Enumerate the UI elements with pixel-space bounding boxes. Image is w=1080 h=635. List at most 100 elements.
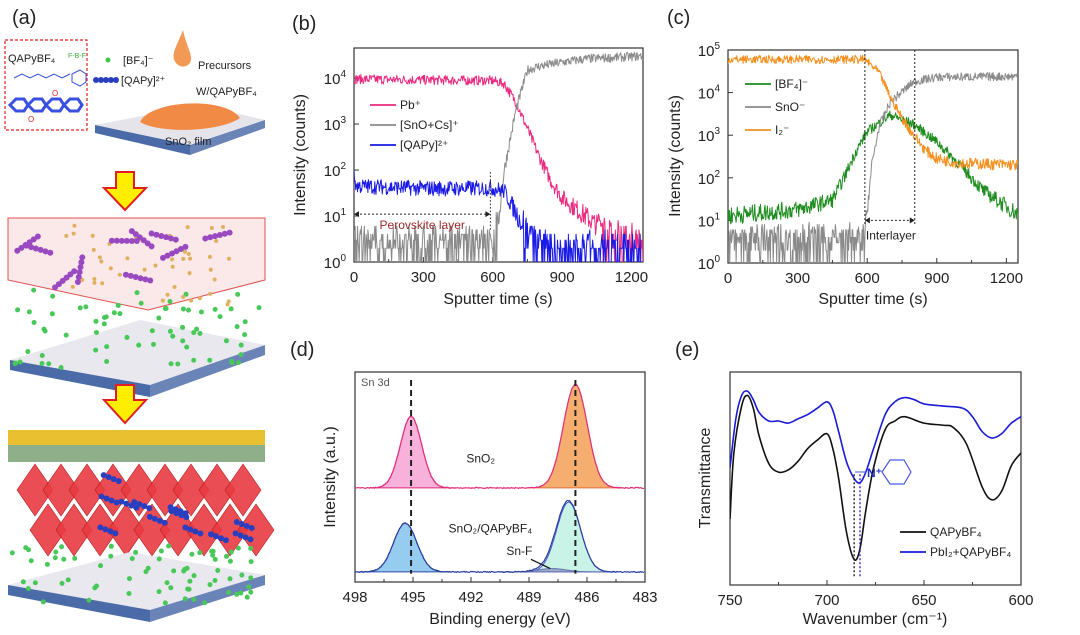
precursor-particle-icon [108,266,113,271]
bf4-ion-icon [227,558,233,564]
y-tick-label: 101 [324,207,347,226]
series-line-2 [354,170,643,262]
bf4-ion-icon [104,359,110,365]
panel-label-e: (e) [675,339,699,361]
qapy-chain-icon [161,519,168,526]
bf4-ion-icon [83,304,89,310]
qapy-chain-icon [113,499,120,506]
qapy-chain-icon [32,245,39,252]
qapy-chain-icon [243,523,250,530]
bf4-ion-icon [170,333,176,339]
precursor-particle-icon [221,225,226,230]
qapy-chain-icon [28,244,35,251]
qapy-chain-icon [187,526,194,533]
bf4-ion-icon [28,558,34,564]
bf4-ion-icon [108,553,114,559]
bf4-ion-icon [238,352,244,358]
y-tick-exponent: 1 [714,211,720,222]
bf4-ion-icon [149,328,155,334]
molecule-structure-box [4,39,88,131]
x-tick-label: 700 [814,592,839,609]
bf4-ion-icon [212,306,218,312]
qapy-chain-icon [14,247,21,254]
spectrum-line-1 [354,499,644,574]
precursor-particle-icon [212,277,217,282]
qapy-chain-icon [173,510,180,517]
bf4-ion-icon [126,590,132,596]
plot-frame [353,47,644,263]
qapy-chain-icon [110,476,117,483]
bf4-ion-icon [40,599,46,605]
bf4-ion-icon [65,577,71,583]
precursor-particle-icon [64,233,69,238]
precursor-particle-icon [208,291,213,296]
qapy-chain-icon [168,250,175,257]
bf4-ion-icon [17,359,23,365]
bf4-ion-icon [134,290,140,296]
svg-text:F-B-F: F-B-F [68,53,86,60]
bf4-ion-icon [59,544,65,550]
bf4-ion-icon [235,291,241,297]
bf4-ion-icon [25,349,31,355]
precursor-particle-icon [207,254,212,259]
y-tick-label: 105 [698,41,721,60]
series-line-0 [354,73,643,262]
annotation-label: Perovskite layer [380,218,465,232]
qapy-chain-icon [222,537,229,544]
bf4-ion-icon [93,347,99,353]
x-tick-label: 1200 [615,269,648,286]
qapy-chain-icon [137,275,144,282]
y-tick-exponent: 4 [340,69,346,80]
bf4-ion-icon [210,552,216,558]
precursor-particle-icon [80,278,85,283]
precursor-particle-icon [153,263,158,268]
x-tick-label: 0 [350,269,358,286]
x-tick-label: 489 [516,589,541,606]
bf4-ion-icon [217,314,223,320]
qapy-chain-icon [107,528,114,535]
qapy-chain-icon [173,248,180,255]
precursor-particle-icon [187,271,192,276]
x-tick-label: 600 [480,269,505,286]
bf4-ion-icon [248,559,254,565]
y-axis-label: Intensity (counts) [667,95,684,217]
legend-label-0: [BF₄]⁻ [775,77,808,91]
legend-label-0: QAPyBF₄ [930,525,982,539]
bf4-ion-icon [207,582,213,588]
bf4-ion-icon [26,547,32,553]
with-qapybf4-label: W/QAPyBF₄ [196,86,257,98]
qapy-chain-icon [77,264,84,271]
bf4-ion-icon [156,315,162,321]
qapy-chain-icon [147,277,154,284]
qapy-chain-icon [108,237,115,244]
precursor-particle-icon [165,292,170,297]
bf4-ion-icon [58,364,64,370]
perovskite-octahedron-icon [29,503,67,557]
bf4-ion-icon [162,600,168,606]
x-tick-label: 486 [574,589,599,606]
qapy-chain-icon [123,500,130,507]
bf4-ion-icon [63,332,69,338]
chart-e: 750 700 650 600 Transmittance Wavenumber (cm⁻… [697,371,1034,628]
x-tick-label: 483 [632,589,657,606]
qapy-chain-icon [112,530,119,537]
series-line-0 [730,394,1021,561]
y-tick-exponent: 5 [714,41,720,52]
qapy-chain-icon [76,269,83,276]
x-tick-label: 650 [911,592,936,609]
x-tick-label: 600 [855,270,880,287]
bf4-ion-icon [248,545,254,551]
x-axis-label: Wavenumber (cm⁻¹) [803,611,948,628]
panel-label-b: (b) [292,13,316,35]
precursor-particle-icon [214,238,219,243]
bf4-ion-icon [191,357,197,363]
precursor-particle-icon [181,294,186,299]
sno2-film-label: SnO₂ film [165,136,211,148]
bf4-ion-icon [248,589,254,595]
bf4-ion-icon [234,591,240,597]
precursor-particle-icon [226,256,231,261]
bf4-legend-dot-icon [105,57,111,63]
bf4-ion-icon [180,324,186,330]
bf4-ion-icon [186,307,192,313]
qapy-chain-icon [192,528,199,535]
